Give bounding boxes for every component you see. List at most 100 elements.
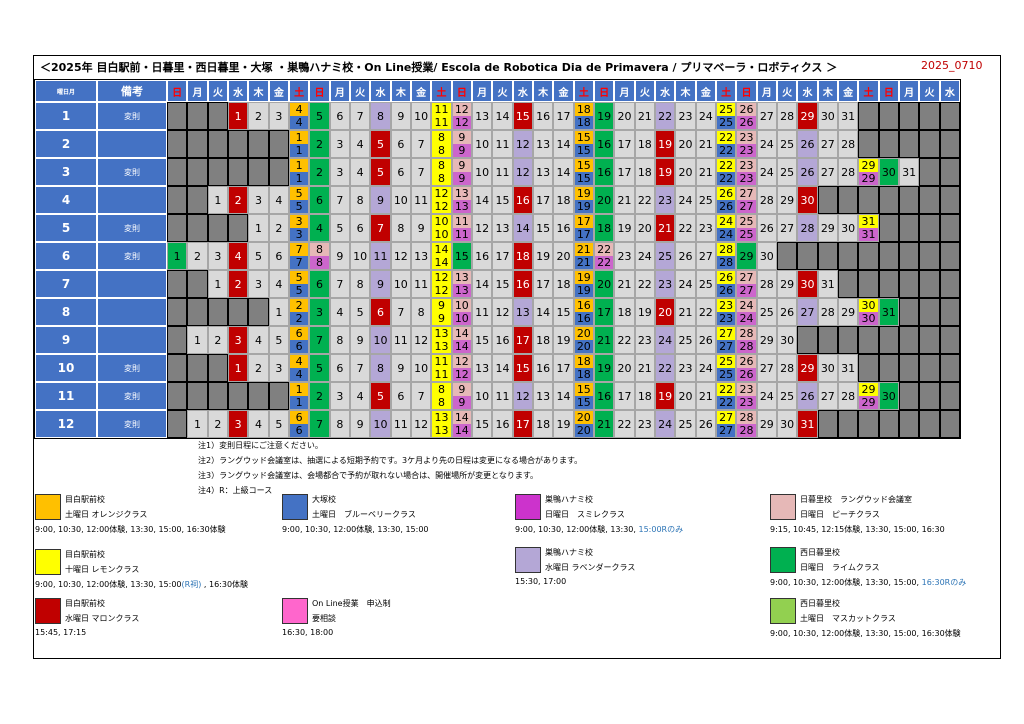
day-cell: 27	[695, 242, 716, 270]
day-cell: 17 17	[573, 214, 594, 242]
day-cell: 2	[309, 382, 330, 410]
day-cell: 6	[268, 242, 289, 270]
day-cell: 20	[675, 130, 696, 158]
day-cell: 17	[553, 354, 574, 382]
day-cell: 19	[594, 354, 615, 382]
blank-cell	[878, 326, 899, 354]
day-cell: 29 29	[858, 158, 879, 186]
day-number: 31	[859, 215, 878, 228]
blank-cell	[797, 242, 818, 270]
month-label: 7	[35, 270, 97, 298]
blank-cell	[207, 130, 228, 158]
day-cell: 8	[370, 102, 391, 130]
weekday-header: 木	[390, 80, 411, 102]
day-cell: 19	[533, 242, 554, 270]
weekday-header: 火	[350, 80, 371, 102]
blank-cell	[167, 354, 188, 382]
legend-class: 要相談	[312, 614, 336, 623]
blank-cell	[899, 130, 920, 158]
day-cell: 4	[248, 410, 269, 438]
legend-school: On Line授業 申込制	[312, 599, 391, 608]
month-note: 変則	[97, 242, 167, 270]
day-cell: 15	[492, 186, 513, 214]
day-number: 11	[432, 103, 451, 116]
blank-cell	[899, 186, 920, 214]
day-number: 19	[574, 200, 593, 213]
day-number: 22	[717, 131, 736, 144]
legend-swatch	[282, 598, 308, 624]
day-cell: 15	[451, 242, 472, 270]
weekday-header: 火	[207, 80, 228, 102]
blank-cell	[268, 130, 289, 158]
weekday-header: 木	[533, 80, 554, 102]
blank-cell	[817, 410, 838, 438]
day-cell: 26	[797, 130, 818, 158]
day-cell: 24	[675, 270, 696, 298]
day-number: 11	[432, 116, 451, 129]
day-cell: 4	[268, 270, 289, 298]
day-cell: 8	[411, 298, 432, 326]
day-number: 22	[717, 172, 736, 185]
day-cell: 28	[756, 186, 777, 214]
day-cell: 28 28	[736, 326, 757, 354]
weekday-header: 水	[797, 80, 818, 102]
day-cell: 26 26	[716, 186, 737, 214]
day-cell: 13	[533, 158, 554, 186]
day-number: 1	[290, 159, 309, 172]
day-cell: 8	[329, 410, 350, 438]
day-cell: 11 11	[431, 354, 452, 382]
day-cell: 29	[797, 354, 818, 382]
weekday-header: 木	[817, 80, 838, 102]
day-cell: 7	[411, 382, 432, 410]
day-cell: 17	[512, 326, 533, 354]
day-cell: 11	[492, 130, 513, 158]
month-label: 6	[35, 242, 97, 270]
day-cell: 18 18	[573, 354, 594, 382]
day-number: 26	[717, 187, 736, 200]
day-number: 7	[290, 256, 309, 269]
blank-cell	[899, 410, 920, 438]
day-number: 2	[290, 312, 309, 325]
day-number: 27	[737, 284, 756, 297]
day-cell: 24	[655, 410, 676, 438]
day-cell: 21	[655, 214, 676, 242]
day-number: 13	[432, 424, 451, 437]
day-number: 24	[737, 312, 756, 325]
day-cell: 29	[777, 270, 798, 298]
day-cell: 25	[777, 158, 798, 186]
day-cell: 7	[329, 186, 350, 214]
weekday-header: 金	[838, 80, 859, 102]
day-cell: 16	[594, 382, 615, 410]
day-number: 14	[452, 340, 471, 353]
blank-cell	[899, 298, 920, 326]
day-number: 4	[290, 368, 309, 381]
day-cell: 7	[309, 326, 330, 354]
blank-cell	[939, 242, 960, 270]
day-number: 23	[737, 144, 756, 157]
day-cell: 30	[777, 410, 798, 438]
day-cell: 21	[695, 382, 716, 410]
day-cell: 4	[309, 214, 330, 242]
day-cell: 30	[817, 354, 838, 382]
day-cell: 31	[899, 158, 920, 186]
weekday-header: 月	[756, 80, 777, 102]
legend-class: 土曜日 マスカットクラス	[800, 614, 896, 623]
day-cell: 22 22	[716, 382, 737, 410]
blank-cell	[919, 102, 940, 130]
day-cell: 22 22	[716, 130, 737, 158]
day-cell: 16	[492, 410, 513, 438]
day-cell: 6	[309, 186, 330, 214]
weekday-header: 水	[228, 80, 249, 102]
day-cell: 17	[512, 410, 533, 438]
day-cell: 31	[817, 270, 838, 298]
day-cell: 9	[370, 270, 391, 298]
legend-swatch	[770, 598, 796, 624]
day-cell: 21	[614, 186, 635, 214]
day-cell: 27 27	[716, 326, 737, 354]
day-cell: 15 15	[573, 130, 594, 158]
day-cell: 10	[370, 410, 391, 438]
day-cell: 14	[472, 186, 493, 214]
day-cell: 7	[390, 298, 411, 326]
day-cell: 19 19	[573, 270, 594, 298]
